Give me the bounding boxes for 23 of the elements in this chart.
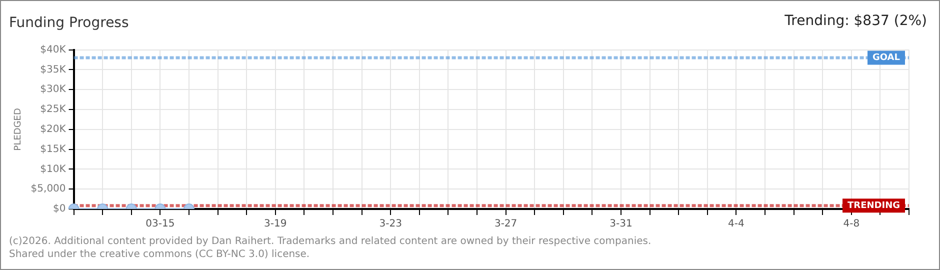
y-axis-title: PLEDGED: [14, 108, 24, 151]
x-tick-label: 3-27: [494, 218, 518, 230]
x-tick-label: 4-4: [728, 218, 744, 230]
y-tick-label: $0: [53, 204, 66, 215]
y-tick-label: $25K: [40, 104, 66, 116]
chart-title: Funding Progress: [9, 15, 129, 32]
y-tick-label: $30K: [40, 84, 66, 96]
y-tick-label: $20K: [40, 124, 66, 135]
x-tick-label: 03-15: [146, 218, 175, 230]
x-tick-label: 4-8: [843, 218, 860, 230]
y-tick-label: $35K: [40, 64, 66, 76]
y-tick-label: $40K: [40, 44, 66, 56]
text: Shared under the creative commons (CC BY-NC 3.0) license.: [9, 248, 311, 261]
y-tick-label: $5,000: [30, 184, 66, 195]
x-tick-label: 3-19: [264, 218, 287, 230]
y-tick-label: $15K: [40, 144, 66, 155]
y-tick-label: $10K: [40, 164, 66, 175]
ref-line-label: GOAL: [872, 53, 900, 64]
text: Trending: $837 (2%): [784, 13, 927, 29]
ref-line-label: TRENDING: [848, 201, 900, 212]
x-tick-label: 3-23: [379, 218, 402, 230]
text: (c)2026. Additional content provided by Dan Raihert. Trademarks and related content are owned by their respective companies.: [9, 235, 652, 248]
x-tick-label: 3-31: [610, 218, 632, 230]
